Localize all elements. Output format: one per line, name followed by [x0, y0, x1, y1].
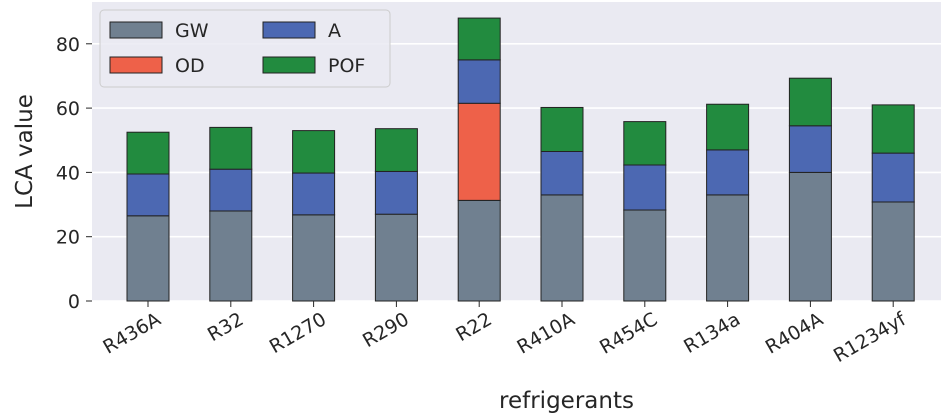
legend-box — [99, 9, 391, 88]
bar-pof-r410a — [540, 106, 584, 153]
bar-gw-r404a — [788, 171, 832, 302]
bars — [126, 17, 915, 302]
x-tick-label: R454C — [596, 308, 661, 358]
bar-pof-r454c — [623, 121, 667, 166]
bar-a-r1270 — [292, 172, 336, 216]
legend-swatch-od — [109, 56, 163, 74]
bar-a-r410a — [540, 151, 584, 196]
legend-label-gw: GW — [175, 20, 209, 42]
legend-label-pof: POF — [328, 55, 365, 77]
y-tick-label: 0 — [68, 291, 80, 313]
bar-pof-r1270 — [292, 130, 336, 174]
bar-gw-r134a — [706, 194, 750, 302]
bar-a-r134a — [706, 149, 750, 196]
x-tick-label: R410A — [513, 308, 578, 358]
y-tick-label: 20 — [56, 227, 80, 249]
bar-pof-r290 — [374, 128, 418, 172]
y-tick-label: 60 — [56, 98, 80, 120]
x-axis-label: refrigerants — [499, 388, 634, 414]
bar-a-r22 — [457, 59, 501, 104]
bar-od-r22 — [457, 102, 501, 201]
x-tick-label: R290 — [359, 308, 413, 352]
bar-pof-r1234yf — [871, 104, 915, 154]
x-tick-label: R1234yf — [830, 308, 911, 367]
legend-swatch-gw — [109, 21, 163, 39]
bar-pof-r404a — [788, 77, 832, 127]
x-tick-label: R22 — [452, 308, 495, 346]
x-tick-label: R404A — [762, 308, 827, 358]
bar-a-r32 — [209, 168, 253, 212]
legend-label-a: A — [328, 20, 341, 42]
bar-a-r1234yf — [871, 152, 915, 203]
bar-gw-r410a — [540, 194, 584, 302]
bar-a-r290 — [374, 170, 418, 215]
bar-gw-r32 — [209, 210, 253, 302]
legend-label-od: OD — [175, 55, 205, 77]
x-tick-label: R134a — [680, 308, 744, 358]
x-tick-label: R436A — [99, 308, 164, 358]
bar-a-r454c — [623, 164, 667, 211]
legend: GW OD A POF — [99, 9, 391, 88]
bar-pof-r134a — [706, 103, 750, 151]
legend-swatch-pof — [262, 56, 316, 74]
y-axis-label: LCA value — [12, 94, 38, 209]
bar-gw-r290 — [374, 213, 418, 302]
y-tick-label: 80 — [56, 34, 80, 56]
x-tick-label: R32 — [204, 308, 247, 346]
bar-gw-r1234yf — [871, 201, 915, 302]
bar-pof-r436a — [126, 131, 170, 175]
x-tick-label: R1270 — [266, 308, 330, 358]
legend-swatch-a — [262, 21, 316, 39]
bar-gw-r1270 — [292, 214, 336, 302]
bar-gw-r436a — [126, 215, 170, 302]
bar-gw-r454c — [623, 209, 667, 302]
y-tick-label: 40 — [56, 162, 80, 184]
bar-a-r436a — [126, 173, 170, 217]
bar-pof-r32 — [209, 126, 253, 170]
bar-gw-r22 — [457, 199, 501, 302]
y-axis-ticks: 0 20 40 60 80 — [56, 34, 92, 313]
x-axis-ticks: R436A R32 R1270 R290 R22 R410A R454C R134a R404A… — [99, 301, 911, 367]
bar-pof-r22 — [457, 17, 501, 61]
bar-a-r404a — [788, 125, 832, 173]
